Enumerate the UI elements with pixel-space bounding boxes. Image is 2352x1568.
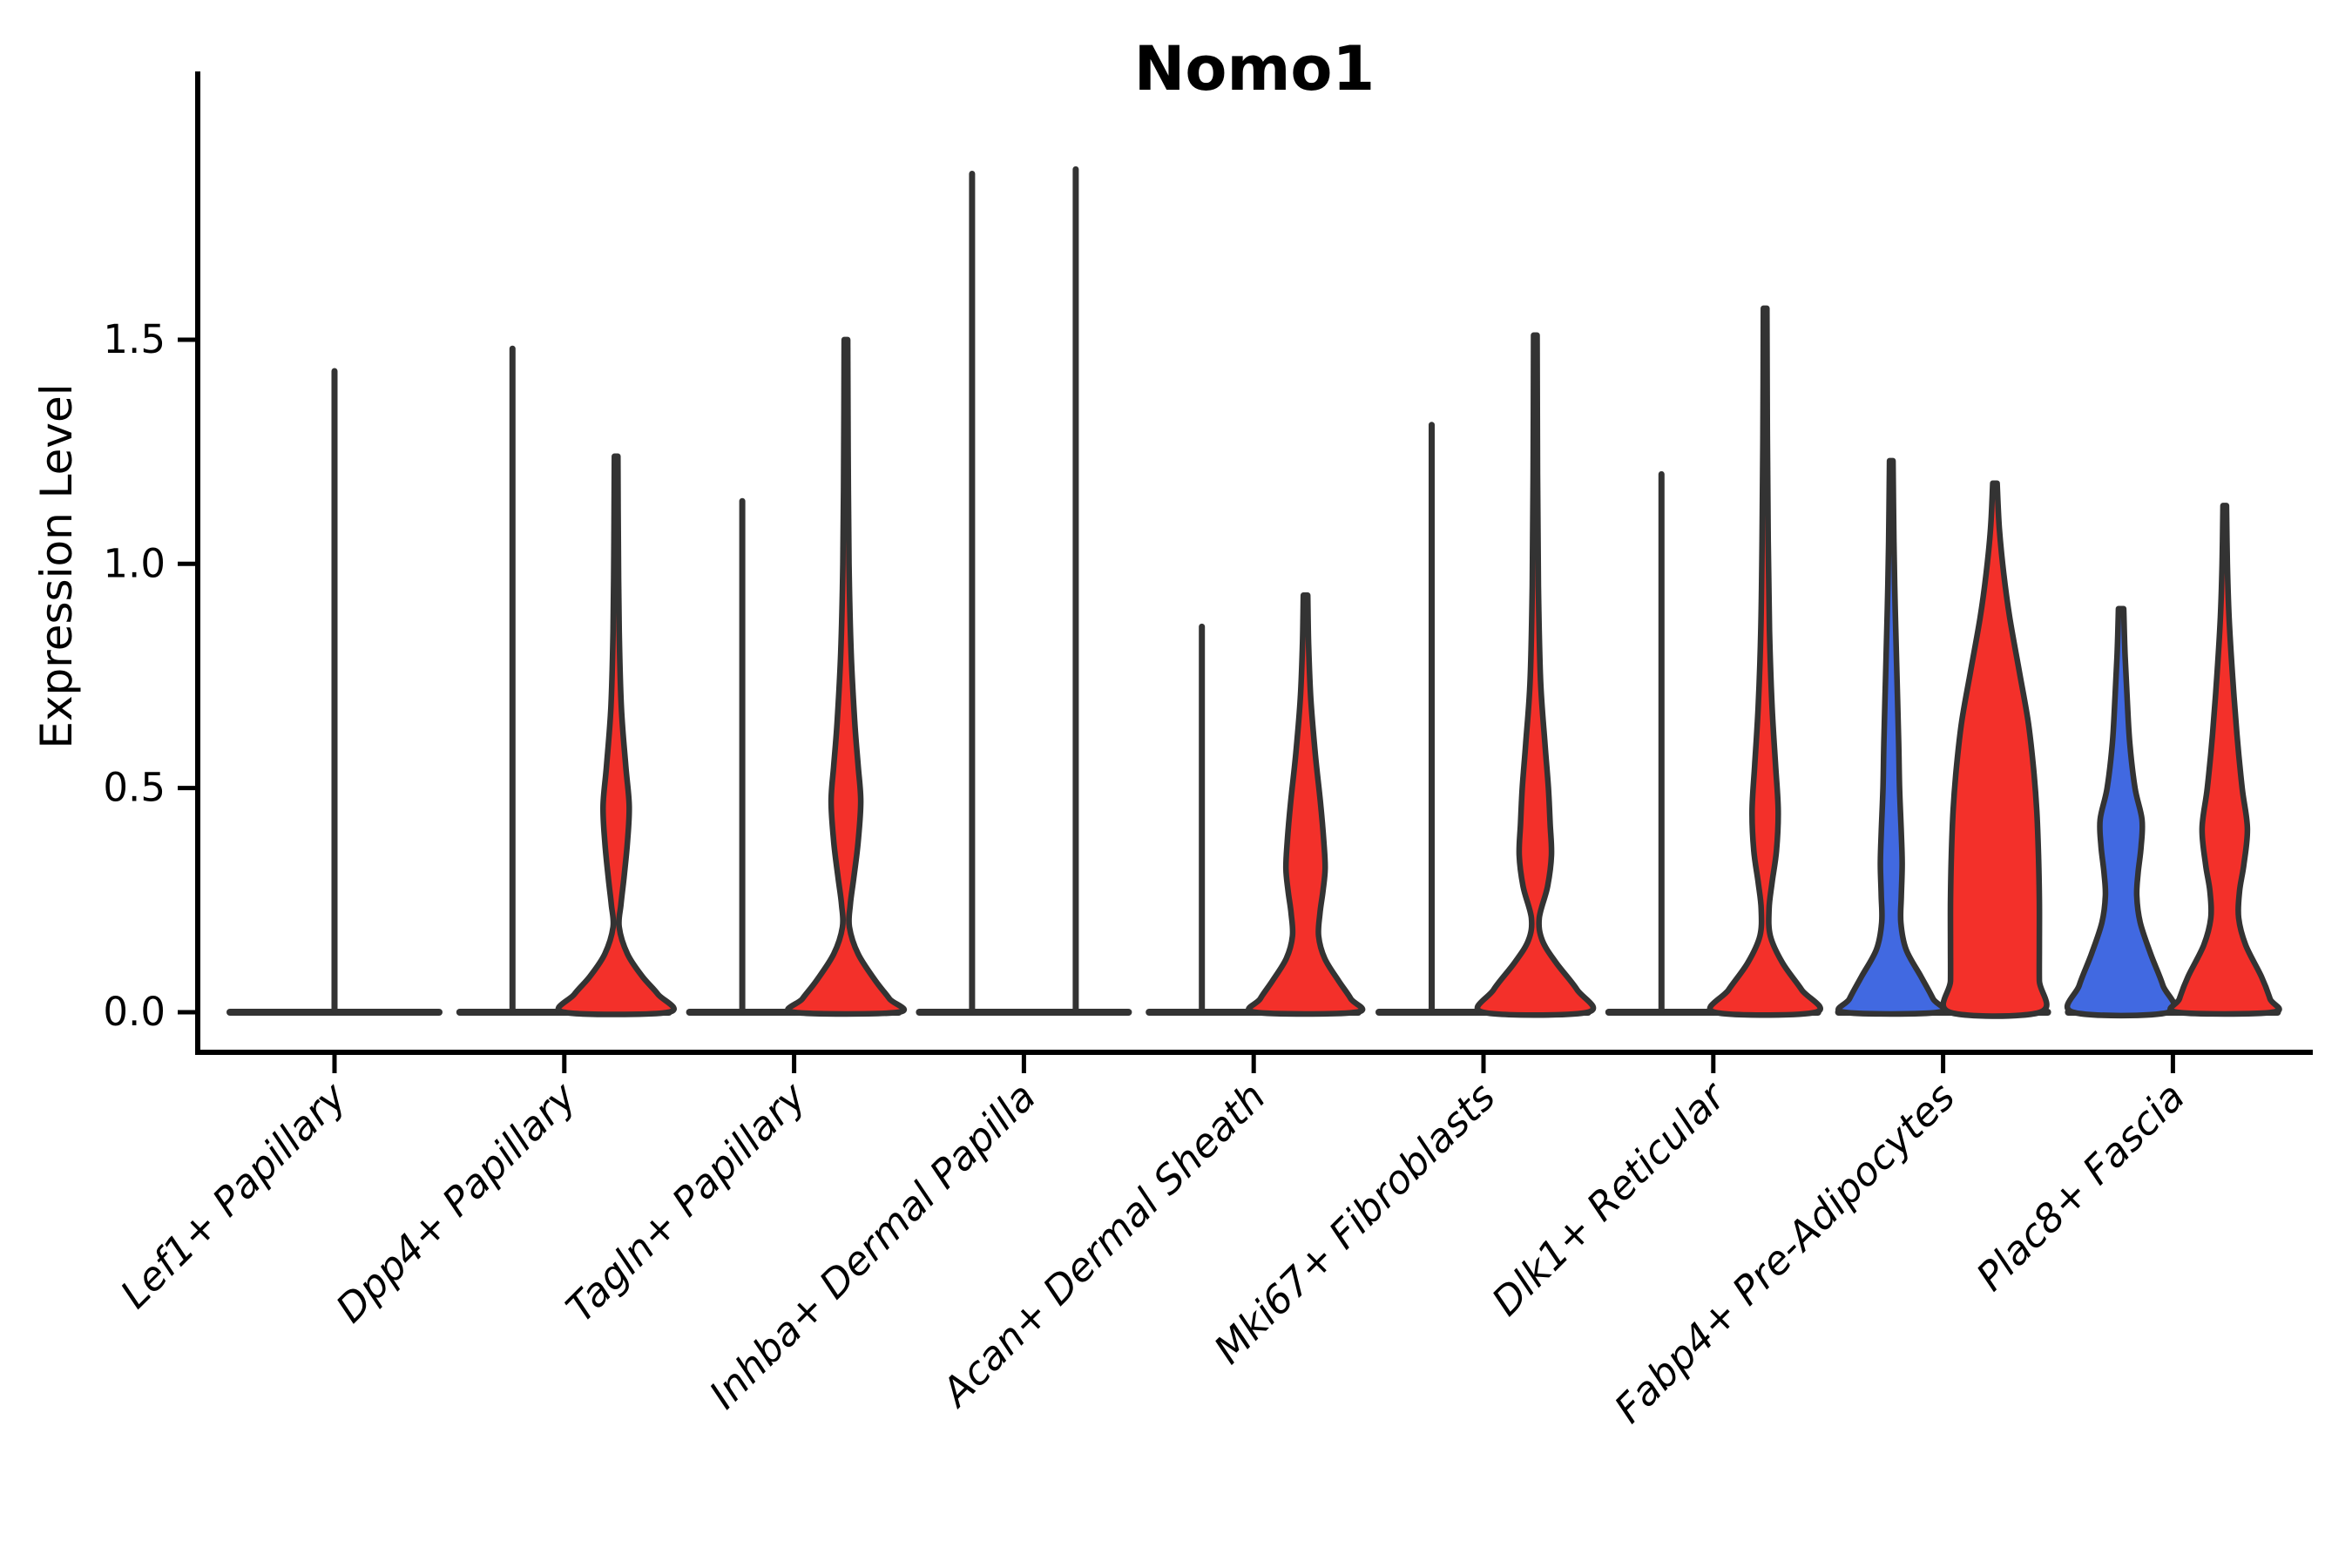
y-tick-label-0.0: 0.0 <box>103 989 166 1035</box>
y-tick-label-1.5: 1.5 <box>103 316 166 362</box>
y-tick-label-0.5: 0.5 <box>103 765 166 811</box>
violin-fabp4-pre-adipocytes-right-body <box>1940 480 2050 1019</box>
x-tick-label-dlk1-reticular: Dlk1+ Reticular <box>1483 1072 1735 1325</box>
y-axis-ticks: 0.0 0.5 1.0 1.5 <box>103 316 198 1035</box>
violin-dpp4-papillary-right-body <box>555 453 677 1017</box>
x-tick-label-tagln-papillary: Tagln+ Papillary <box>557 1072 815 1331</box>
y-tick-label-1.0: 1.0 <box>103 540 166 586</box>
violin-dlk1-reticular-right-body <box>1707 305 1823 1018</box>
y-axis-label: Expression Level <box>31 383 82 748</box>
violin-plac8-fascia-left-body <box>2064 605 2178 1019</box>
violins-layer <box>226 166 2282 1019</box>
violin-acan-dermal-sheath-right-body <box>1246 592 1366 1017</box>
violin-plac8-fascia-right-body <box>2167 503 2282 1017</box>
x-tick-label-plac8-fascia: Plac8+ Fascia <box>1967 1073 2193 1300</box>
chart-title: Nomo1 <box>1134 33 1375 105</box>
violin-fabp4-pre-adipocytes-left-body <box>1835 457 1948 1017</box>
x-tick-label-dpp4-papillary: Dpp4+ Papillary <box>327 1072 585 1331</box>
x-tick-label-lef1-papillary: Lef1+ Papillary <box>112 1072 356 1317</box>
violin-tagln-papillary-right-body <box>785 336 908 1017</box>
violin-mki67-fibroblasts-right-body <box>1474 332 1597 1018</box>
